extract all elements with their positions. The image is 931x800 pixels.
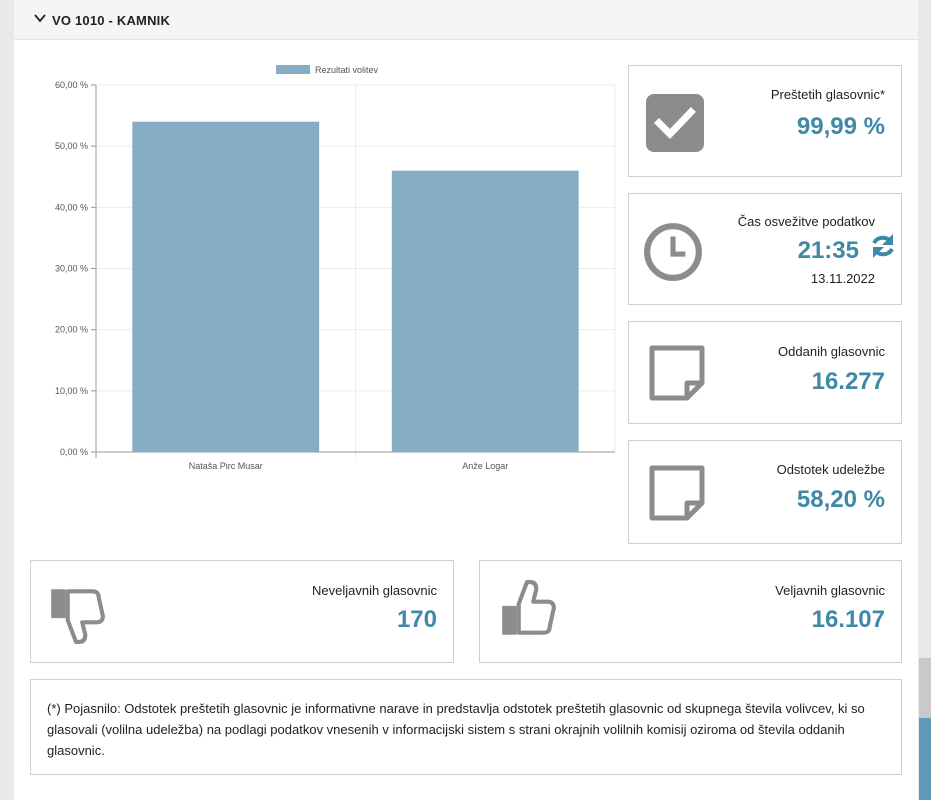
card-valid-ballots: Veljavnih glasovnic 16.107 (479, 560, 902, 663)
invalid-ballots-label: Neveljavnih glasovnic (311, 583, 437, 598)
refresh-time-label: Čas osvežitve podatkov (737, 214, 875, 229)
counted-ballots-label: Preštetih glasovnic* (770, 87, 885, 102)
clock-icon (644, 223, 702, 281)
results-panel: VO 1010 - KAMNIK Rezultati volitev 0,00 %… (14, 0, 918, 800)
refresh-icon[interactable] (869, 232, 897, 260)
card-cast-ballots: Oddanih glasovnic 16.277 (628, 321, 902, 424)
y-tick-label: 20,00 % (55, 325, 88, 335)
turnout-value: 58,20 % (796, 486, 885, 513)
panel-header[interactable]: VO 1010 - KAMNIK (14, 0, 918, 40)
bar-0 (132, 121, 320, 452)
thumbs-down-icon (51, 589, 105, 644)
card-refresh-time: Čas osvežitve podatkov 21:35 13.11.2022 (628, 193, 902, 305)
footnote: (*) Pojasnilo: Odstotek preštetih glasov… (30, 679, 902, 775)
card-invalid-ballots: Neveljavnih glasovnic 170 (30, 560, 454, 663)
scrollbar-thumb[interactable] (919, 718, 931, 800)
y-tick-label: 10,00 % (55, 386, 88, 396)
turnout-label: Odstotek udeležbe (776, 462, 885, 477)
thumbs-up-icon (502, 580, 556, 635)
results-bar-chart: Rezultati volitev 0,00 % 10,00 % 20,00 % 30,… (55, 65, 616, 471)
legend-swatch (276, 65, 310, 74)
cast-ballots-value: 16.277 (811, 368, 885, 395)
checkbox-checked-icon (646, 94, 704, 152)
valid-ballots-value: 16.107 (811, 606, 885, 633)
sticky-note-icon (649, 465, 705, 521)
refresh-date: 13.11.2022 (810, 271, 875, 286)
card-counted-ballots: Preštetih glasovnic* 99,99 % (628, 65, 902, 177)
chevron-down-icon[interactable] (32, 10, 48, 26)
x-tick-label: Nataša Pirc Musar (189, 461, 263, 471)
bar-1 (391, 170, 579, 452)
scrollbar-track[interactable] (919, 658, 931, 718)
x-tick-label: Anže Logar (462, 461, 508, 471)
y-tick-label: 60,00 % (55, 80, 88, 90)
y-tick-label: 40,00 % (55, 202, 88, 212)
counted-ballots-value: 99,99 % (796, 113, 885, 140)
y-tick-label: 30,00 % (55, 264, 88, 274)
cast-ballots-label: Oddanih glasovnic (778, 344, 885, 359)
invalid-ballots-value: 170 (396, 606, 437, 633)
panel-title: VO 1010 - KAMNIK (52, 13, 171, 28)
refresh-time-value: 21:35 (797, 237, 859, 264)
y-tick-label: 0,00 % (60, 447, 88, 457)
card-turnout: Odstotek udeležbe 58,20 % (628, 440, 902, 544)
valid-ballots-label: Veljavnih glasovnic (775, 583, 885, 598)
legend-label: Rezultati volitev (315, 65, 379, 75)
y-tick-label: 50,00 % (55, 141, 88, 151)
sticky-note-icon (649, 345, 705, 401)
